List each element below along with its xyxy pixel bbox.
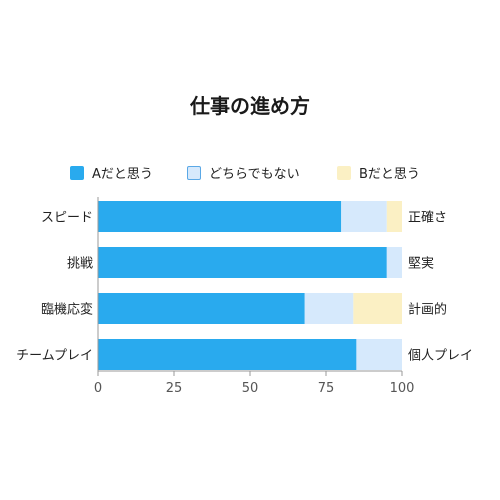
legend-swatch-neutral <box>187 165 201 180</box>
bar-segment <box>356 339 402 370</box>
bar-segment <box>386 247 402 278</box>
category-label-left: チームプレイ <box>16 349 93 364</box>
legend-swatch-a <box>70 165 84 180</box>
category-label-right: 計画的 <box>408 302 447 318</box>
bar-segment <box>98 293 305 324</box>
category-label-right: 個人プレイ <box>408 349 473 364</box>
x-tick-label: 50 <box>242 381 259 396</box>
bar-segment <box>304 293 354 324</box>
bar-segment <box>353 293 402 324</box>
x-tick-label: 0 <box>94 381 102 396</box>
category-label-right: 正確さ <box>408 210 447 226</box>
legend-item-b: Bだと思う <box>337 163 420 182</box>
legend-item-neutral: どちらでもない <box>187 163 300 182</box>
category-label-left: 挑戦 <box>67 257 93 272</box>
bar-segment <box>341 201 387 232</box>
category-label-right: 堅実 <box>408 256 434 272</box>
legend-label-b: Bだと思う <box>359 167 420 182</box>
chart-legend: Aだと思う どちらでもない Bだと思う <box>0 163 500 182</box>
x-tick-label: 25 <box>166 381 183 396</box>
bar-segment <box>98 339 357 370</box>
legend-item-a: Aだと思う <box>70 163 153 182</box>
legend-swatch-b <box>337 165 351 180</box>
bar-segment <box>98 201 342 232</box>
category-label-left: 臨機応変 <box>41 302 93 318</box>
category-label-left: スピード <box>41 211 93 226</box>
bar-segment <box>386 201 402 232</box>
legend-label-a: Aだと思う <box>92 167 153 182</box>
x-tick-label: 100 <box>390 381 415 396</box>
bar-segment <box>98 247 387 278</box>
chart-title: 仕事の進め方 <box>190 94 310 118</box>
legend-label-neutral: どちらでもない <box>209 167 300 182</box>
x-tick-label: 75 <box>318 381 335 396</box>
